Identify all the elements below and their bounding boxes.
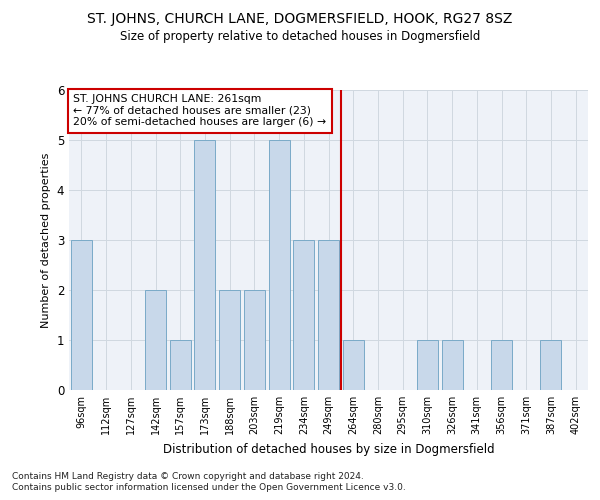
Bar	[244, 290, 265, 390]
Bar	[170, 340, 191, 390]
Y-axis label: Number of detached properties: Number of detached properties	[41, 152, 51, 328]
Text: Contains HM Land Registry data © Crown copyright and database right 2024.: Contains HM Land Registry data © Crown c…	[12, 472, 364, 481]
Bar	[293, 240, 314, 390]
Bar	[71, 240, 92, 390]
Bar	[417, 340, 438, 390]
Bar	[145, 290, 166, 390]
Bar	[318, 240, 339, 390]
Text: Size of property relative to detached houses in Dogmersfield: Size of property relative to detached ho…	[120, 30, 480, 43]
Text: ST. JOHNS CHURCH LANE: 261sqm
← 77% of detached houses are smaller (23)
20% of s: ST. JOHNS CHURCH LANE: 261sqm ← 77% of d…	[73, 94, 326, 127]
Bar	[491, 340, 512, 390]
Bar	[541, 340, 562, 390]
Bar	[269, 140, 290, 390]
Text: Contains public sector information licensed under the Open Government Licence v3: Contains public sector information licen…	[12, 484, 406, 492]
Bar	[343, 340, 364, 390]
Bar	[219, 290, 240, 390]
Bar	[442, 340, 463, 390]
X-axis label: Distribution of detached houses by size in Dogmersfield: Distribution of detached houses by size …	[163, 442, 494, 456]
Bar	[194, 140, 215, 390]
Text: ST. JOHNS, CHURCH LANE, DOGMERSFIELD, HOOK, RG27 8SZ: ST. JOHNS, CHURCH LANE, DOGMERSFIELD, HO…	[88, 12, 512, 26]
